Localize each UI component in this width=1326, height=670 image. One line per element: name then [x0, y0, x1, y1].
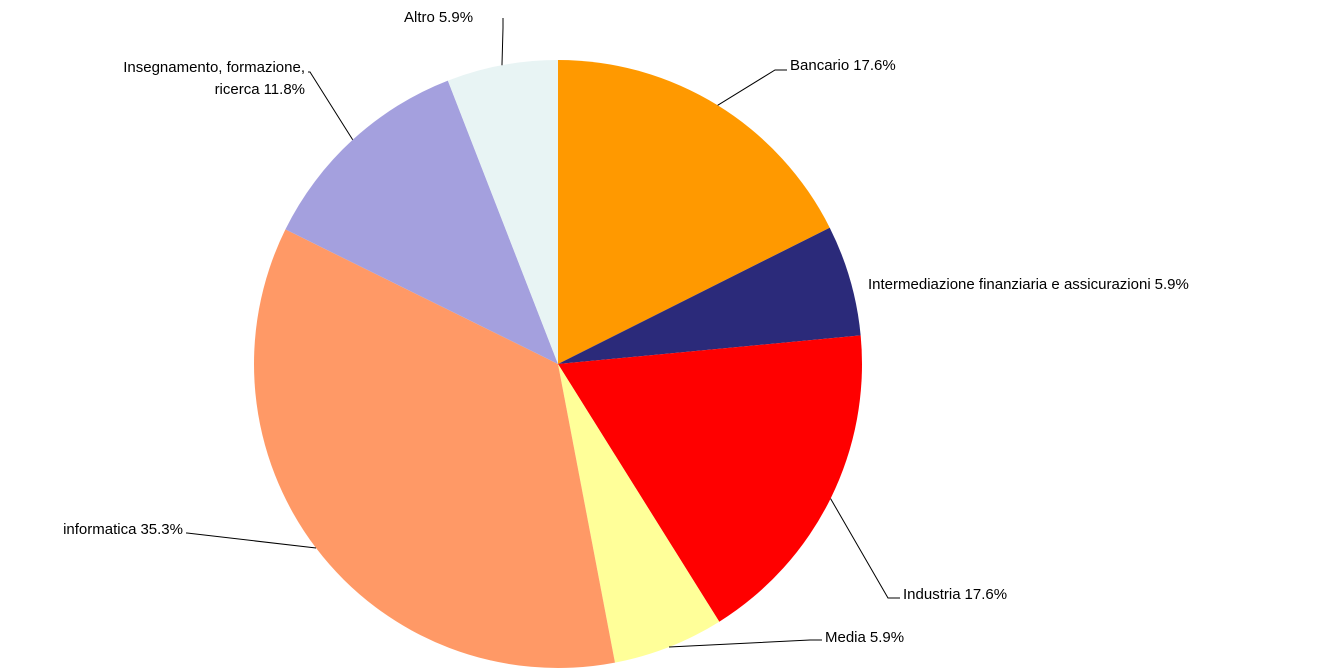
pie-slice: [253, 229, 615, 669]
slice-label: Altro 5.9%: [404, 7, 473, 29]
leader-line: [668, 639, 822, 648]
slice-label: Intermediazione finanziaria e assicurazi…: [868, 274, 1189, 296]
value-label: 5.9%: [869, 629, 905, 646]
slice-label: Media 5.9%: [825, 627, 904, 649]
category-label: Media: [825, 629, 866, 646]
pie-slice: [447, 60, 558, 364]
value-label: 5.9%: [438, 9, 474, 26]
category-label: Insegnamento, formazione, ricerca: [123, 59, 305, 98]
category-label: Industria: [903, 586, 961, 603]
category-label: Intermediazione finanziaria e assicurazi…: [868, 276, 1151, 293]
category-label: informatica: [63, 521, 137, 538]
pie-slice: [558, 364, 720, 663]
pie-slice: [558, 335, 862, 622]
slice-label: Insegnamento, formazione, ricerca 11.8%: [35, 57, 305, 101]
leader-line: [501, 18, 504, 66]
pie-slice: [558, 60, 830, 364]
pie-slice: [558, 227, 861, 364]
leader-line: [308, 71, 354, 141]
value-label: 17.6%: [964, 586, 1008, 603]
pie-slice: [285, 80, 558, 364]
value-label: 11.8%: [263, 81, 305, 98]
slice-label: Bancario 17.6%: [790, 55, 896, 77]
leader-line: [186, 532, 317, 549]
value-label: 17.6%: [853, 57, 896, 74]
value-label: 5.9%: [1154, 276, 1189, 293]
slice-label: Industria 17.6%: [903, 584, 1007, 606]
value-label: 35.3%: [140, 521, 183, 538]
leader-line: [830, 498, 900, 599]
slice-label: informatica 35.3%: [63, 519, 183, 541]
leader-line: [717, 69, 787, 106]
category-label: Bancario: [790, 57, 850, 74]
category-label: Altro: [404, 9, 435, 26]
